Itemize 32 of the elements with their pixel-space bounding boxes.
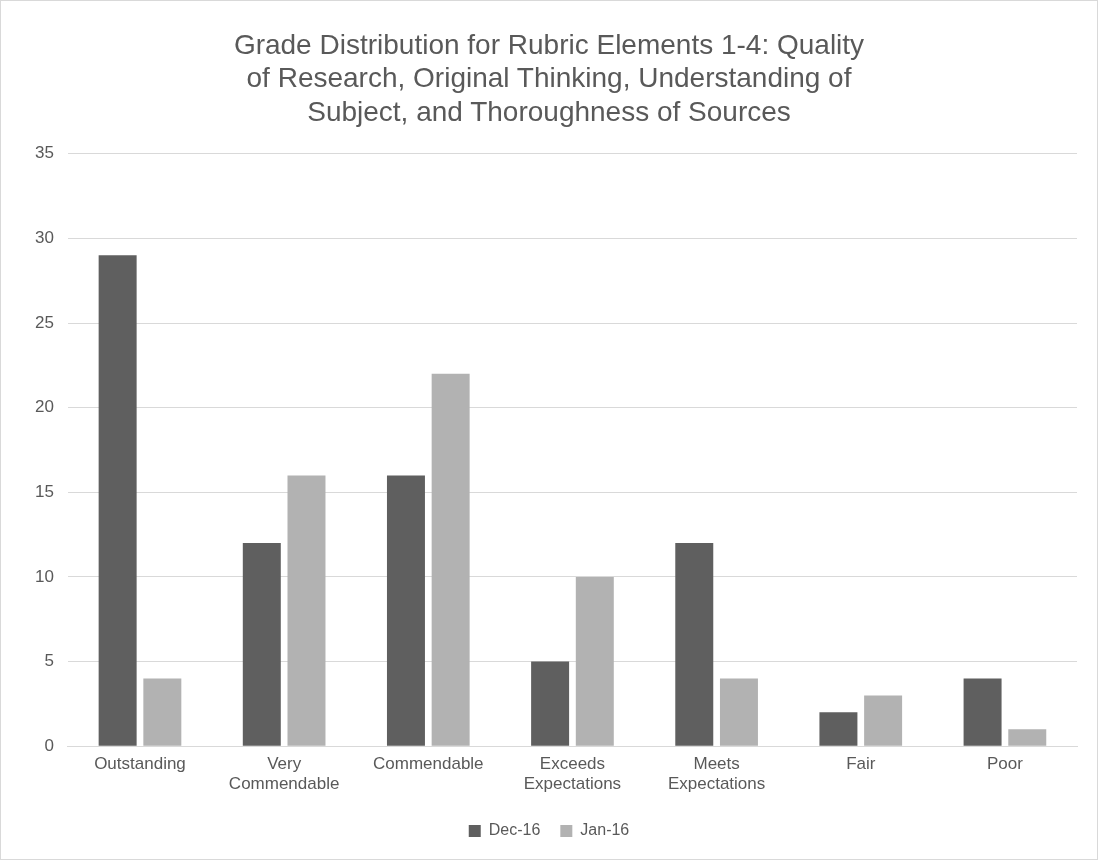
y-tick-label: 15	[34, 482, 54, 501]
x-tick-label: Meets Expectations	[667, 754, 766, 794]
x-tick-label: Poor	[986, 754, 1024, 774]
legend-label: Dec-16	[488, 821, 541, 839]
x-tick-label: Very Commendable	[228, 754, 340, 794]
bar	[1008, 729, 1047, 746]
y-tick-label: 25	[34, 312, 54, 332]
bar	[819, 712, 858, 746]
y-tick-label: 5	[44, 651, 54, 671]
bar	[531, 661, 570, 746]
y-tick-label: 20	[34, 397, 54, 417]
chart-title: Grade Distribution for Rubric Elements 1-4: Quality of Research, Original Thinking, Understanding of Subject, and Thoroughness of Sources	[233, 28, 865, 127]
bar	[287, 475, 326, 746]
bar	[143, 678, 182, 746]
bar	[386, 475, 425, 746]
bar	[963, 678, 1002, 746]
bar	[675, 543, 714, 746]
y-tick-label: 35	[34, 143, 54, 163]
bar	[864, 695, 903, 746]
y-tick-label: 0	[44, 735, 54, 755]
x-tick-label: Commendable	[373, 754, 484, 774]
legend-label: Jan-16	[580, 821, 630, 839]
bar	[719, 678, 758, 746]
y-tick-label: 10	[34, 566, 54, 586]
bar	[431, 373, 470, 746]
y-tick-label: 30	[34, 228, 54, 248]
x-tick-label: Outstanding	[94, 754, 186, 774]
x-tick-label: Exceeds Expectations	[523, 754, 622, 794]
x-tick-label: Fair	[846, 754, 876, 774]
bar	[575, 576, 614, 746]
bar	[242, 543, 281, 746]
bar	[98, 255, 137, 746]
